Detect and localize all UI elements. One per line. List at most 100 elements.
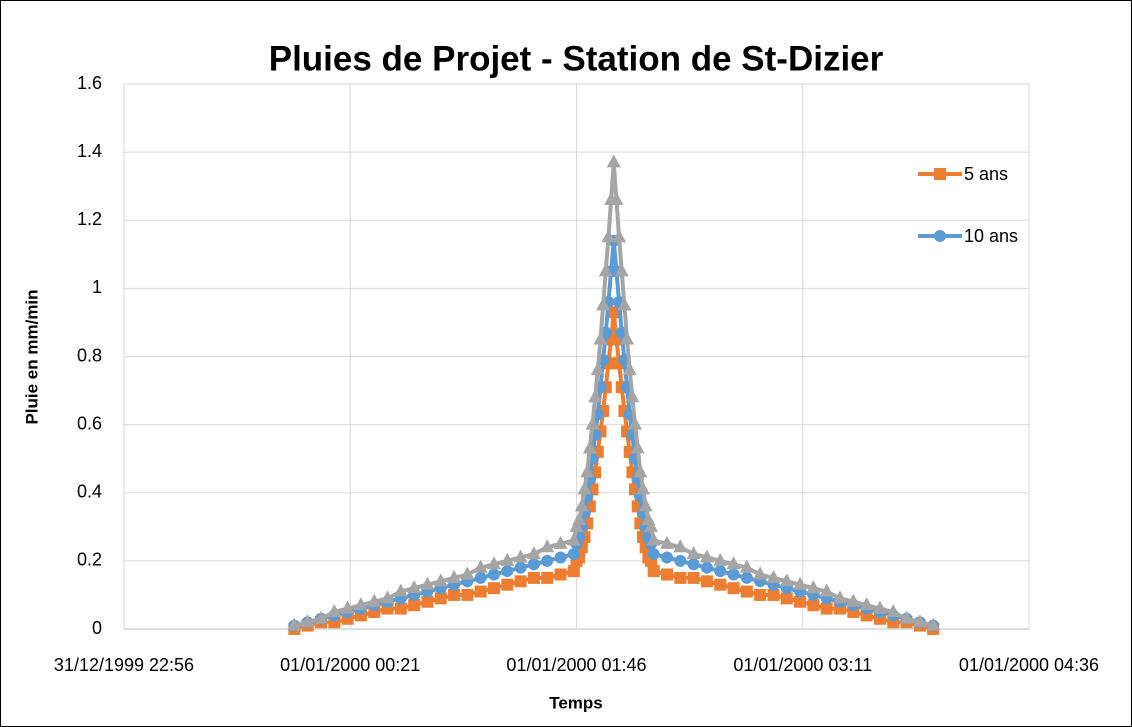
circle-marker [527, 558, 540, 571]
square-marker [567, 565, 580, 578]
triangle-marker [313, 610, 328, 624]
triangle-marker [620, 331, 635, 345]
legend-marker [934, 168, 946, 180]
x-tick-label: 01/01/2000 03:11 [733, 655, 872, 675]
triangle-marker [646, 532, 661, 546]
triangle-marker [340, 600, 355, 614]
square-marker [607, 306, 620, 319]
triangle-marker [500, 552, 515, 566]
series-line [293, 160, 934, 628]
triangle-marker [473, 559, 488, 573]
y-tick-label: 0 [92, 618, 102, 638]
triangle-marker [590, 362, 605, 376]
triangle-marker [886, 603, 901, 617]
x-axis-label: Temps [549, 693, 603, 712]
triangle-marker [601, 229, 616, 243]
square-marker [554, 568, 567, 581]
triangle-marker [726, 556, 741, 570]
triangle-marker [766, 569, 781, 583]
circle-marker [554, 551, 567, 564]
chart-title: Pluies de Projet - Station de St-Dizier [269, 39, 884, 78]
triangle-marker [540, 539, 555, 553]
triangle-marker [630, 440, 645, 454]
square-marker [461, 588, 474, 601]
triangle-marker [609, 191, 624, 205]
triangle-marker [612, 229, 627, 243]
square-marker [740, 585, 753, 598]
circle-marker [661, 551, 673, 564]
x-tick-label: 01/01/2000 00:21 [280, 655, 420, 675]
square-marker [647, 565, 660, 578]
circle-marker [727, 568, 740, 581]
triangle-marker [753, 566, 768, 580]
triangle-marker [633, 464, 648, 478]
triangle-marker [713, 552, 728, 566]
triangle-marker [593, 331, 608, 345]
triangle-marker [606, 154, 621, 168]
triangle-marker [588, 389, 603, 403]
square-marker [820, 602, 833, 615]
triangle-marker [872, 600, 887, 614]
square-marker [514, 575, 527, 588]
triangle-marker [433, 573, 448, 587]
grid: 0 0.2 0.4 0.6 0.8 1 1.2 1.4 1.6 31/12/1999 22:56 0… [54, 73, 1099, 675]
triangle-marker [926, 617, 941, 631]
x-tick-label: 01/01/2000 04:36 [959, 655, 1099, 675]
y-tick-label: 0.6 [77, 413, 102, 433]
square-marker [767, 588, 780, 601]
triangle-marker [793, 576, 808, 590]
triangle-marker [580, 464, 595, 478]
triangle-marker [577, 481, 592, 495]
triangle-marker [596, 297, 611, 311]
triangle-marker [598, 263, 613, 277]
square-marker [794, 595, 807, 608]
triangle-marker [486, 556, 501, 570]
legend-label: 5 ans [964, 164, 1009, 184]
square-marker [434, 592, 447, 605]
triangle-marker [779, 573, 794, 587]
triangle-marker [699, 549, 714, 563]
triangle-marker [566, 532, 581, 546]
square-marker [408, 599, 421, 612]
square-marker [501, 578, 514, 591]
y-tick-label: 0.4 [77, 482, 102, 502]
square-marker [448, 588, 461, 601]
triangle-marker [460, 566, 475, 580]
triangle-marker [806, 580, 821, 594]
triangle-marker [393, 583, 408, 597]
triangle-marker [420, 576, 435, 590]
triangle-marker [447, 569, 462, 583]
square-marker [807, 599, 820, 612]
triangle-marker [300, 614, 315, 628]
square-marker [674, 571, 687, 584]
legend-marker [934, 230, 946, 242]
square-marker [700, 575, 713, 588]
circle-marker [687, 558, 700, 571]
triangle-marker [380, 590, 395, 604]
x-tick-label: 01/01/2000 01:46 [506, 655, 646, 675]
y-tick-label: 1.2 [77, 209, 102, 229]
triangle-marker [327, 603, 342, 617]
triangle-marker [846, 593, 861, 607]
triangle-marker [617, 297, 632, 311]
circle-marker [700, 561, 713, 574]
circle-marker [474, 571, 487, 584]
circle-marker [567, 548, 580, 561]
triangle-marker [644, 518, 659, 532]
square-marker [474, 585, 487, 598]
triangle-marker [625, 389, 640, 403]
triangle-marker [622, 362, 637, 376]
plot [287, 154, 941, 635]
legend-label: 10 ans [964, 226, 1019, 246]
triangle-marker [899, 610, 914, 624]
square-marker [714, 578, 727, 591]
circle-marker [514, 561, 527, 574]
square-marker [780, 592, 793, 605]
triangle-marker [833, 590, 848, 604]
triangle-marker [574, 498, 589, 512]
legend-swatch [918, 230, 962, 242]
triangle-marker [585, 416, 600, 430]
y-tick-label: 1.6 [77, 73, 102, 93]
